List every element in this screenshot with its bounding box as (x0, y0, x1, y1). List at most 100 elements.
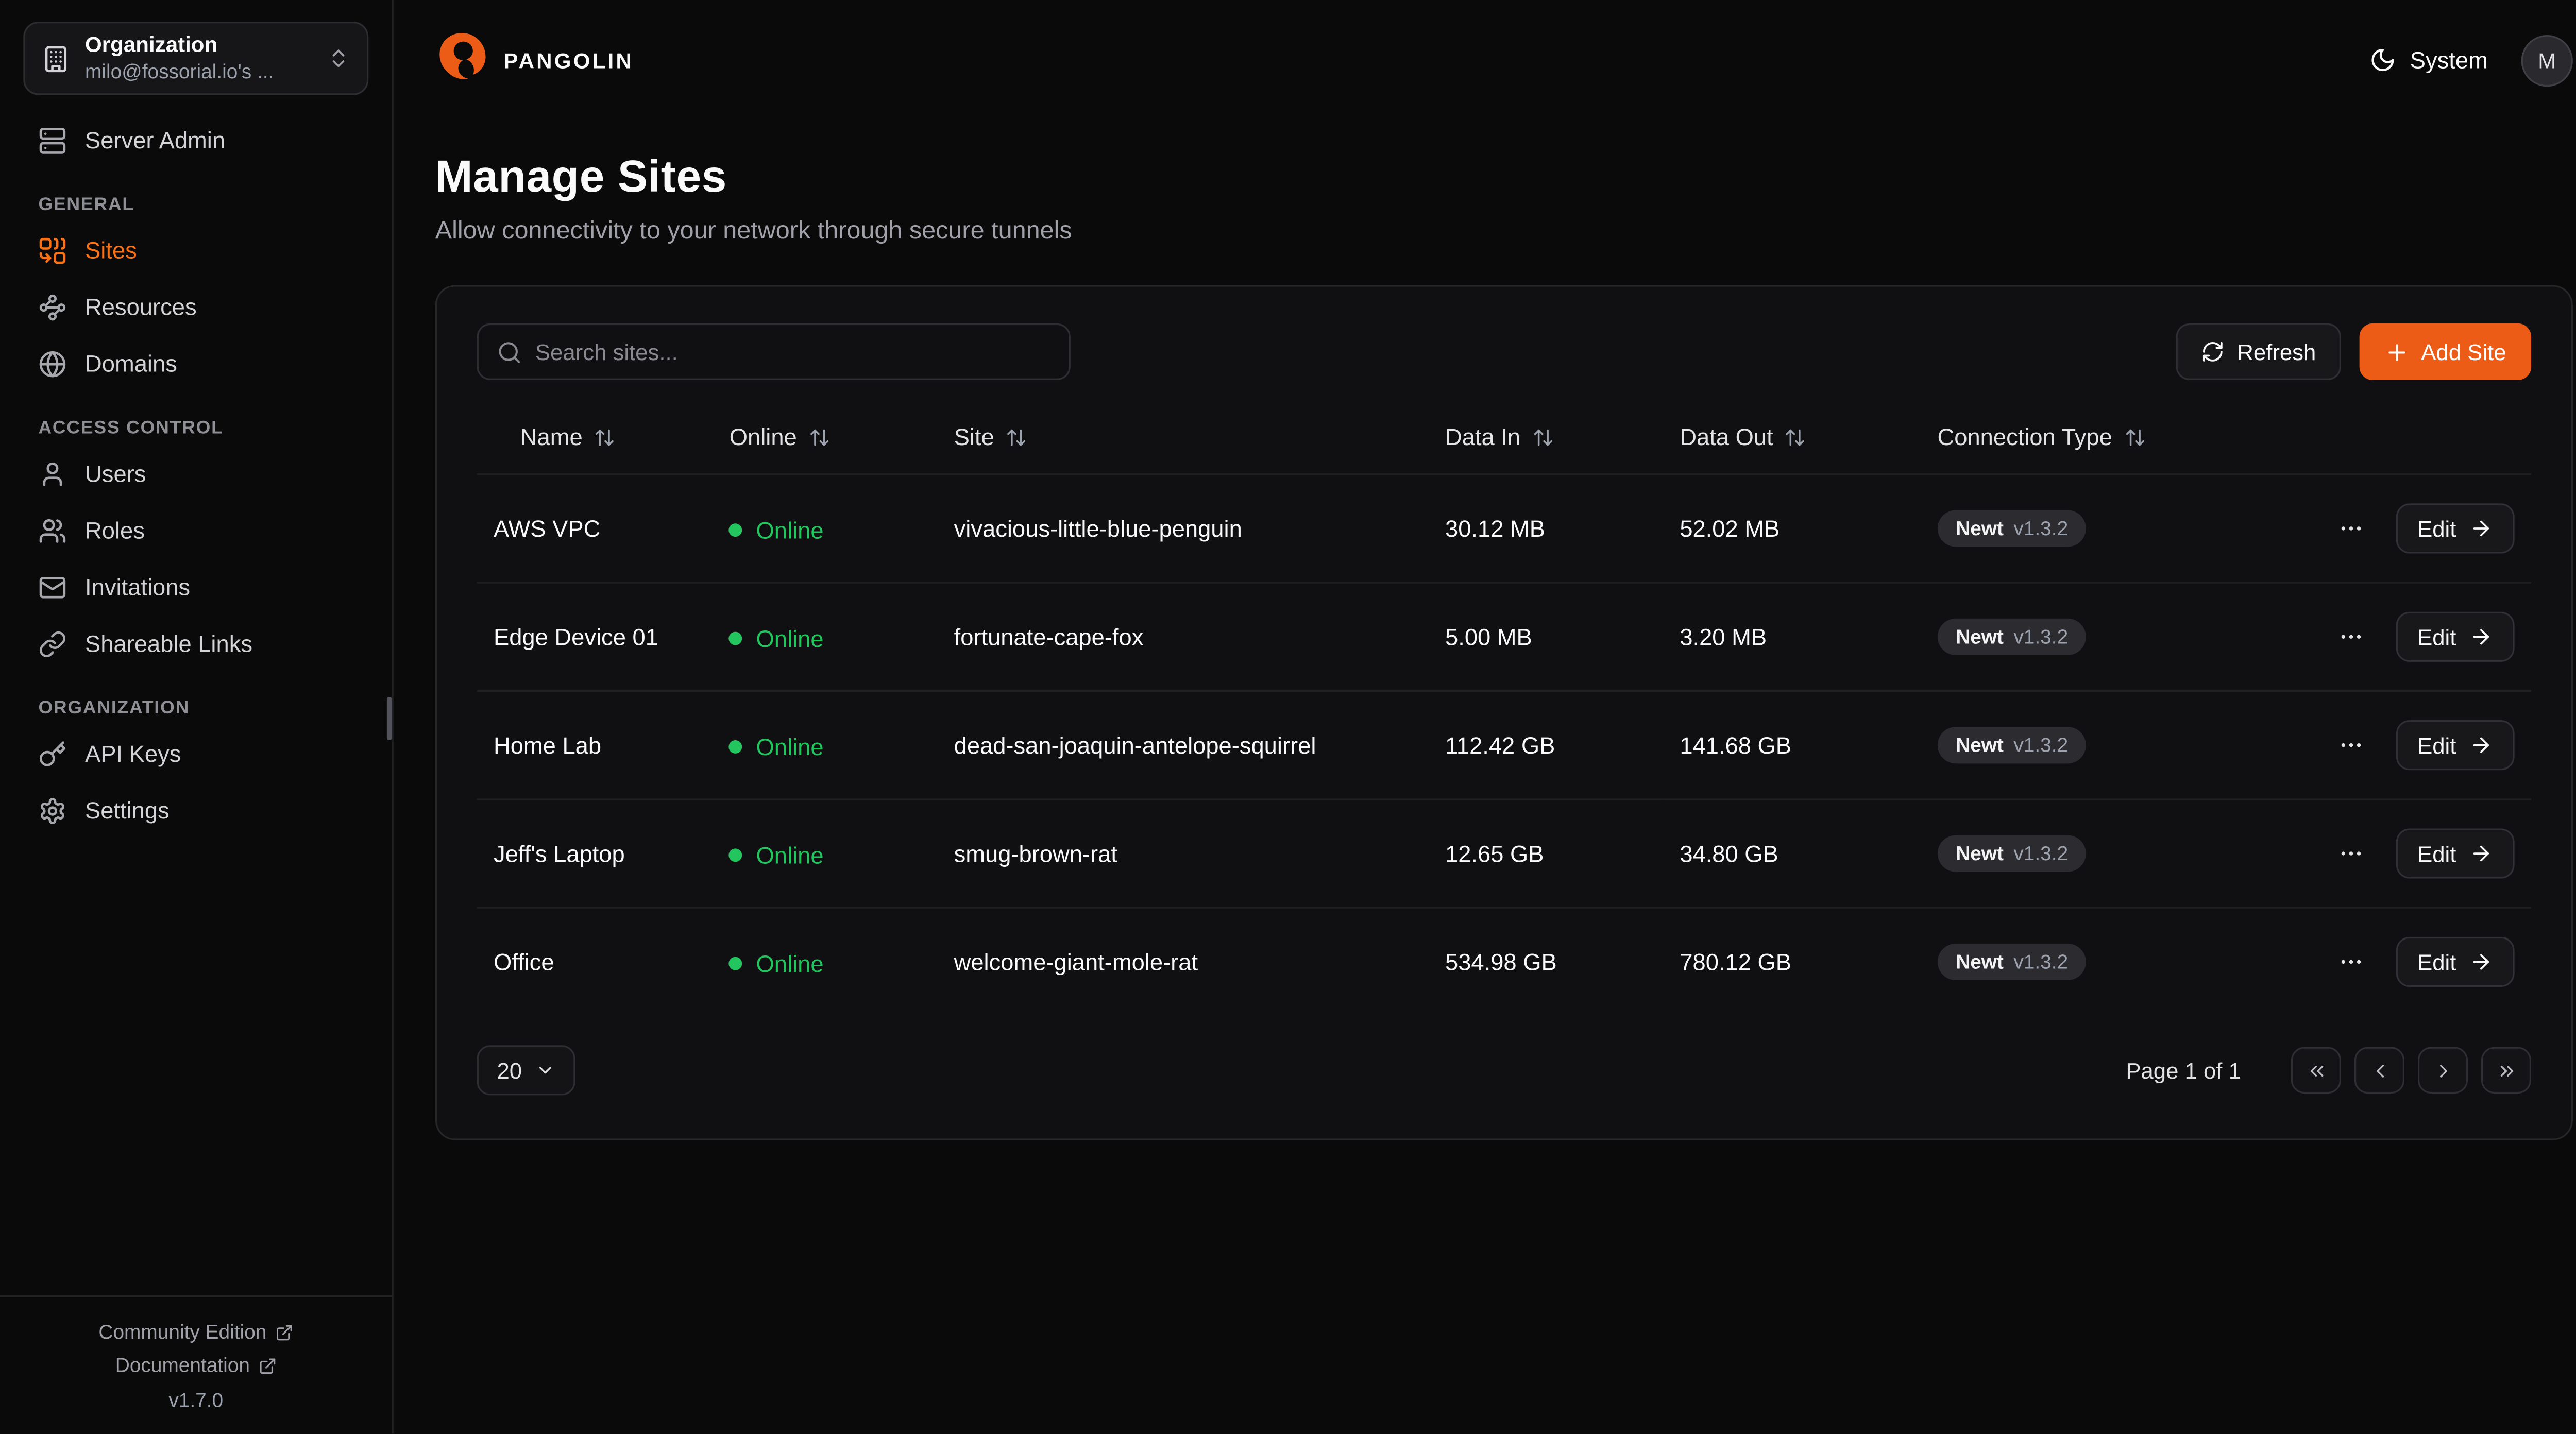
sidebar-item-shareable-links[interactable]: Shareable Links (23, 619, 368, 670)
edit-button[interactable]: Edit (2395, 611, 2515, 662)
edit-button[interactable]: Edit (2395, 720, 2515, 771)
arrow-right-icon (2469, 625, 2493, 648)
table-row: Home Lab Online dead-san-joaquin-antelop… (477, 691, 2532, 799)
data-in-cell: 112.42 GB (1445, 731, 1555, 759)
row-menu-button[interactable] (2331, 508, 2371, 549)
user-avatar[interactable]: M (2521, 34, 2573, 86)
section-title-general: GENERAL (38, 195, 134, 215)
row-menu-button[interactable] (2331, 833, 2371, 874)
data-out-cell: 52.02 MB (1680, 515, 1780, 542)
online-status-dot (729, 739, 743, 753)
sidebar-item-api-keys[interactable]: API Keys (23, 728, 368, 780)
row-menu-button[interactable] (2331, 617, 2371, 657)
sidebar-scrollbar-thumb[interactable] (386, 696, 392, 741)
edit-button[interactable]: Edit (2395, 828, 2515, 879)
data-out-cell: 780.12 GB (1680, 948, 1791, 976)
theme-toggle-button[interactable]: System (2370, 47, 2488, 74)
search-box (477, 323, 1071, 380)
moon-icon (2370, 47, 2397, 74)
row-actions-cell: Edit (2314, 799, 2531, 908)
column-header-site[interactable]: Site (937, 400, 1428, 474)
data-in-cell: 30.12 MB (1445, 515, 1546, 542)
sidebar-footer: Community Edition Documentation v1.7.0 (0, 1295, 392, 1434)
prev-page-button[interactable] (2354, 1047, 2405, 1094)
page-subtitle: Allow connectivity to your network throu… (435, 216, 1072, 245)
site-status-cell: Online (713, 583, 937, 691)
row-menu-button[interactable] (2331, 942, 2371, 982)
sidebar-item-server-admin[interactable]: Server Admin (23, 115, 368, 166)
version-label: v1.7.0 (168, 1389, 224, 1412)
page-size-select[interactable]: 20 (477, 1045, 575, 1096)
arrow-right-icon (2469, 733, 2493, 757)
data-in-cell: 12.65 GB (1445, 840, 1544, 867)
next-page-button[interactable] (2417, 1047, 2468, 1094)
site-status-cell: Online (713, 799, 937, 908)
online-status-dot (729, 631, 743, 644)
sidebar-item-invitations[interactable]: Invitations (23, 562, 368, 613)
column-header-data-in[interactable]: Data In (1429, 400, 1663, 474)
row-actions-cell: Edit (2314, 583, 2531, 691)
sort-icon (1532, 426, 1554, 448)
sidebar-item-sites[interactable]: Sites (23, 225, 368, 277)
link-icon (38, 630, 66, 658)
site-name-cell: Jeff's Laptop (494, 840, 625, 867)
toolbar-actions: Refresh Add Site (2175, 323, 2532, 380)
sites-icon (38, 237, 66, 265)
edit-button[interactable]: Edit (2395, 503, 2515, 554)
column-header-name[interactable]: Name (477, 400, 713, 474)
site-id-cell: welcome-giant-mole-rat (954, 948, 1198, 976)
sidebar-item-label: Domains (85, 351, 177, 378)
key-icon (38, 740, 66, 769)
site-status-cell: Online (713, 691, 937, 799)
first-page-button[interactable] (2291, 1047, 2342, 1094)
community-edition-link[interactable]: Community Edition (0, 1316, 392, 1349)
sort-icon (2124, 426, 2145, 448)
sidebar-item-users[interactable]: Users (23, 449, 368, 500)
table-row: Office Online welcome-giant-mole-rat 534… (477, 908, 2532, 1015)
search-input[interactable] (535, 339, 1050, 365)
org-switcher[interactable]: Organization milo@fossorial.io's ... (23, 22, 369, 95)
sidebar-item-label: Settings (85, 797, 170, 825)
arrow-right-icon (2469, 517, 2493, 540)
edit-button[interactable]: Edit (2395, 936, 2515, 987)
pangolin-logo-icon (435, 29, 489, 91)
connection-type-badge: Newt v1.3.2 (1937, 618, 2087, 655)
data-out-cell: 141.68 GB (1680, 731, 1791, 759)
brand-name: PANGOLIN (503, 47, 634, 73)
refresh-button[interactable]: Refresh (2175, 323, 2341, 380)
mail-icon (38, 573, 66, 602)
table-row: Edge Device 01 Online fortunate-cape-fox… (477, 583, 2532, 691)
sidebar-item-settings[interactable]: Settings (23, 785, 368, 836)
sidebar-item-label: Resources (85, 294, 197, 321)
sidebar-item-domains[interactable]: Domains (23, 338, 368, 390)
site-id-cell: fortunate-cape-fox (954, 623, 1144, 651)
column-header-data-out[interactable]: Data Out (1663, 400, 1921, 474)
connection-type-badge: Newt v1.3.2 (1937, 727, 2087, 764)
sites-toolbar: Refresh Add Site (477, 323, 2532, 380)
column-header-connection-type[interactable]: Connection Type (1921, 400, 2314, 474)
data-in-cell: 534.98 GB (1445, 948, 1557, 976)
table-row: Jeff's Laptop Online smug-brown-rat 12.6… (477, 799, 2532, 908)
sidebar-item-resources[interactable]: Resources (23, 282, 368, 333)
table-header-row: Name Online Site Data In Data Out (477, 400, 2531, 474)
add-site-button[interactable]: Add Site (2359, 323, 2532, 380)
sidebar-item-roles[interactable]: Roles (23, 505, 368, 557)
brand[interactable]: PANGOLIN (435, 29, 634, 91)
users-icon (38, 517, 66, 545)
site-name-cell: Office (494, 948, 554, 976)
documentation-link[interactable]: Documentation (0, 1348, 392, 1382)
connection-type-cell: Newt v1.3.2 (1921, 583, 2314, 691)
row-actions-cell: Edit (2314, 908, 2531, 1015)
topbar-right: System M (2370, 34, 2573, 86)
column-header-online[interactable]: Online (713, 400, 937, 474)
connection-type-cell: Newt v1.3.2 (1921, 799, 2314, 908)
org-switcher-value: milo@fossorial.io's ... (85, 59, 274, 83)
main-content: PANGOLIN System M Manage Sites Allow con… (394, 0, 2576, 1433)
sidebar-item-label: Invitations (85, 574, 191, 601)
sidebar-item-label: API Keys (85, 741, 181, 768)
row-menu-button[interactable] (2331, 725, 2371, 765)
page-size-value: 20 (497, 1057, 522, 1083)
site-name-cell: Edge Device 01 (494, 623, 658, 651)
site-status-cell: Online (713, 908, 937, 1015)
last-page-button[interactable] (2481, 1047, 2532, 1094)
